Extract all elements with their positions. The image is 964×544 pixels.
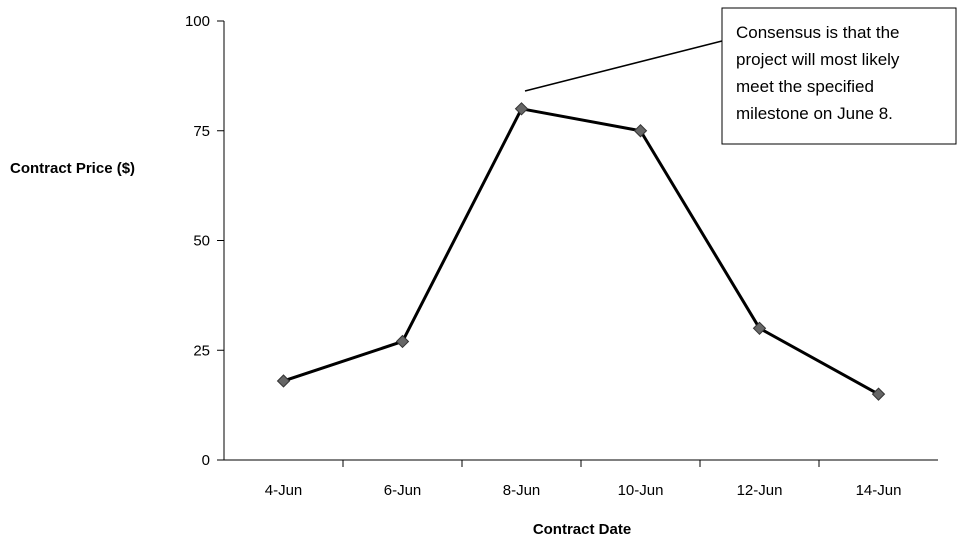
annotation-leader-line [524, 40, 723, 92]
x-tick-label: 4-Jun [265, 482, 303, 499]
y-tick-label: 0 [202, 452, 210, 469]
y-tick-label: 25 [193, 342, 210, 359]
y-tick-label: 100 [185, 13, 210, 30]
y-tick-label: 50 [193, 233, 210, 250]
y-axis-title: Contract Price ($) [10, 160, 135, 177]
annotation-callout: Consensus is that the project will most … [524, 7, 957, 145]
annotation-line-4: milestone on June 8. [736, 104, 893, 123]
data-point-marker [514, 102, 529, 116]
x-tick-label: 8-Jun [503, 482, 541, 499]
data-point-marker [871, 387, 886, 401]
annotation-line-3: meet the specified [736, 77, 874, 96]
annotation-line-1: Consensus is that the [736, 23, 899, 42]
y-axis-ticks: 0 25 50 75 100 [185, 13, 224, 469]
data-point-marker [752, 321, 767, 336]
y-tick-label: 75 [193, 123, 210, 140]
x-tick-label: 10-Jun [618, 482, 664, 499]
data-point-marker [395, 334, 410, 349]
x-axis-ticks: 4-Jun 6-Jun 8-Jun 10-Jun 12-Jun 14-Jun [265, 460, 902, 499]
annotation-line-2: project will most likely [736, 50, 900, 69]
series-line [283, 107, 880, 396]
x-tick-label: 6-Jun [384, 482, 422, 499]
annotation-box [721, 7, 957, 145]
x-tick-label: 12-Jun [737, 482, 783, 499]
data-point-marker [276, 374, 291, 388]
data-point-marker [633, 124, 648, 138]
x-axis-title: Contract Date [533, 521, 631, 538]
x-tick-label: 14-Jun [856, 482, 902, 499]
series-group [276, 102, 886, 401]
